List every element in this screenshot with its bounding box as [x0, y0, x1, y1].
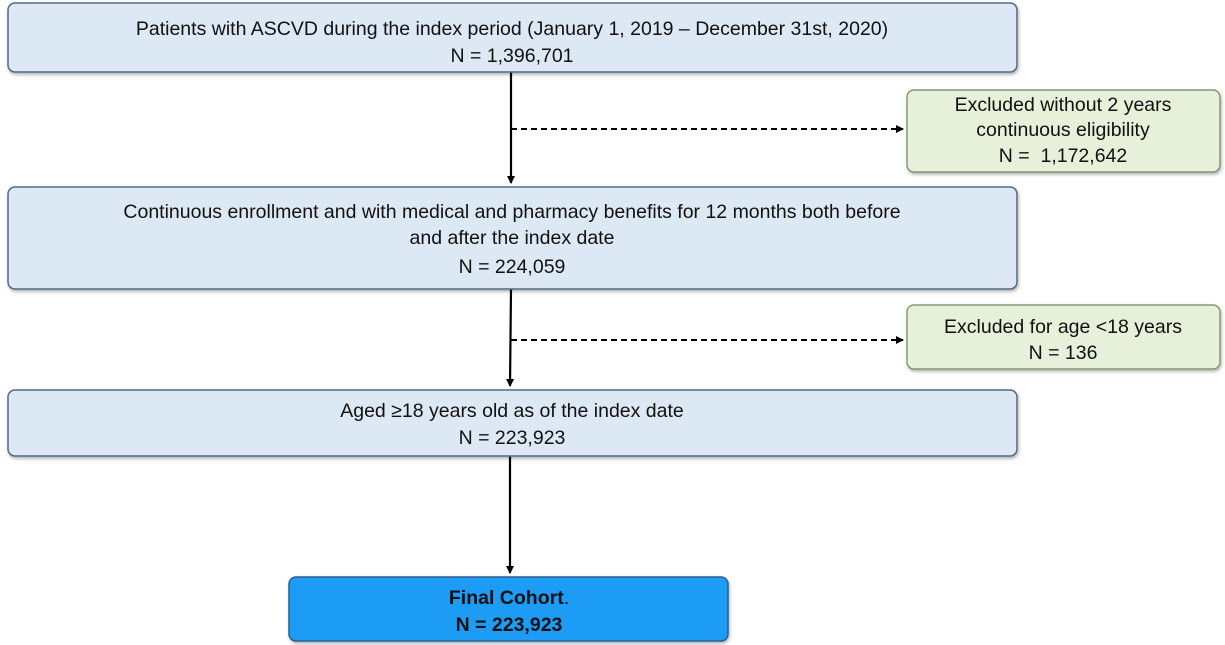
box [7, 389, 1018, 457]
box-text: N = 1,172,642 [999, 145, 1127, 167]
box-text: Patients with ASCVD during the index per… [136, 18, 888, 40]
final-box [288, 576, 729, 642]
box-text: Excluded without 2 years [955, 94, 1172, 116]
box-text: N = 224,059 [459, 256, 566, 278]
box-text: Continuous enrollment and with medical a… [123, 201, 900, 223]
box-text: continuous eligibility [976, 119, 1150, 141]
box-text: and after the index date [410, 227, 615, 249]
arrow [506, 288, 515, 387]
box [7, 186, 1018, 290]
box-text: . [564, 587, 569, 609]
box-text: Final Cohort. [449, 587, 569, 609]
exclusion-box [906, 304, 1221, 370]
box-text: N = 136 [1029, 342, 1098, 364]
box-text: N = 223,923 [456, 614, 563, 636]
box [7, 2, 1018, 73]
exclusion-box [906, 89, 1221, 173]
box-text-bold: Final Cohort [449, 587, 564, 609]
box-text: Aged ≥18 years old as of the index date [340, 400, 684, 422]
box-text: N = 223,923 [459, 427, 566, 449]
box-text: N = 1,396,701 [450, 45, 573, 67]
box-text: Excluded for age <18 years [944, 316, 1182, 338]
